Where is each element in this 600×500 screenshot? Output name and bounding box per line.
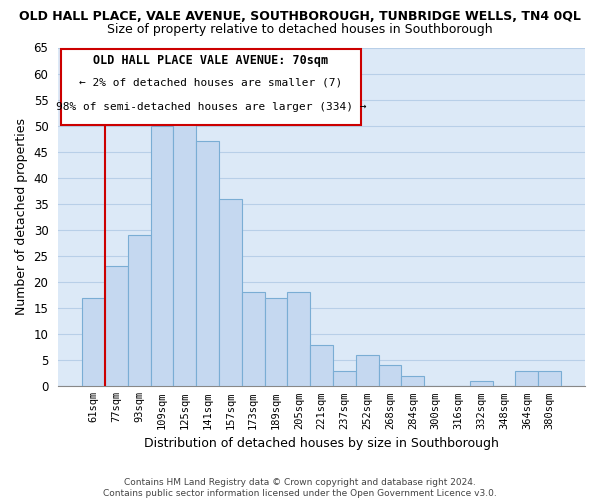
Bar	[242, 292, 265, 386]
Bar	[151, 126, 173, 386]
Bar	[333, 370, 356, 386]
Bar	[219, 198, 242, 386]
Bar	[401, 376, 424, 386]
Text: 98% of semi-detached houses are larger (334) →: 98% of semi-detached houses are larger (…	[56, 102, 366, 112]
Bar	[128, 235, 151, 386]
FancyBboxPatch shape	[61, 49, 361, 126]
Bar	[515, 370, 538, 386]
Bar	[379, 366, 401, 386]
Bar	[538, 370, 561, 386]
Text: OLD HALL PLACE VALE AVENUE: 70sqm: OLD HALL PLACE VALE AVENUE: 70sqm	[94, 54, 329, 68]
Bar	[173, 105, 196, 386]
Bar	[105, 266, 128, 386]
Y-axis label: Number of detached properties: Number of detached properties	[15, 118, 28, 316]
Text: Contains HM Land Registry data © Crown copyright and database right 2024.
Contai: Contains HM Land Registry data © Crown c…	[103, 478, 497, 498]
Bar	[310, 344, 333, 387]
Bar	[265, 298, 287, 386]
Text: OLD HALL PLACE, VALE AVENUE, SOUTHBOROUGH, TUNBRIDGE WELLS, TN4 0QL: OLD HALL PLACE, VALE AVENUE, SOUTHBOROUG…	[19, 10, 581, 23]
Text: ← 2% of detached houses are smaller (7): ← 2% of detached houses are smaller (7)	[79, 78, 343, 88]
Text: Size of property relative to detached houses in Southborough: Size of property relative to detached ho…	[107, 22, 493, 36]
Bar	[287, 292, 310, 386]
Bar	[470, 381, 493, 386]
Bar	[196, 142, 219, 386]
X-axis label: Distribution of detached houses by size in Southborough: Distribution of detached houses by size …	[144, 437, 499, 450]
Bar	[82, 298, 105, 386]
Bar	[356, 355, 379, 386]
